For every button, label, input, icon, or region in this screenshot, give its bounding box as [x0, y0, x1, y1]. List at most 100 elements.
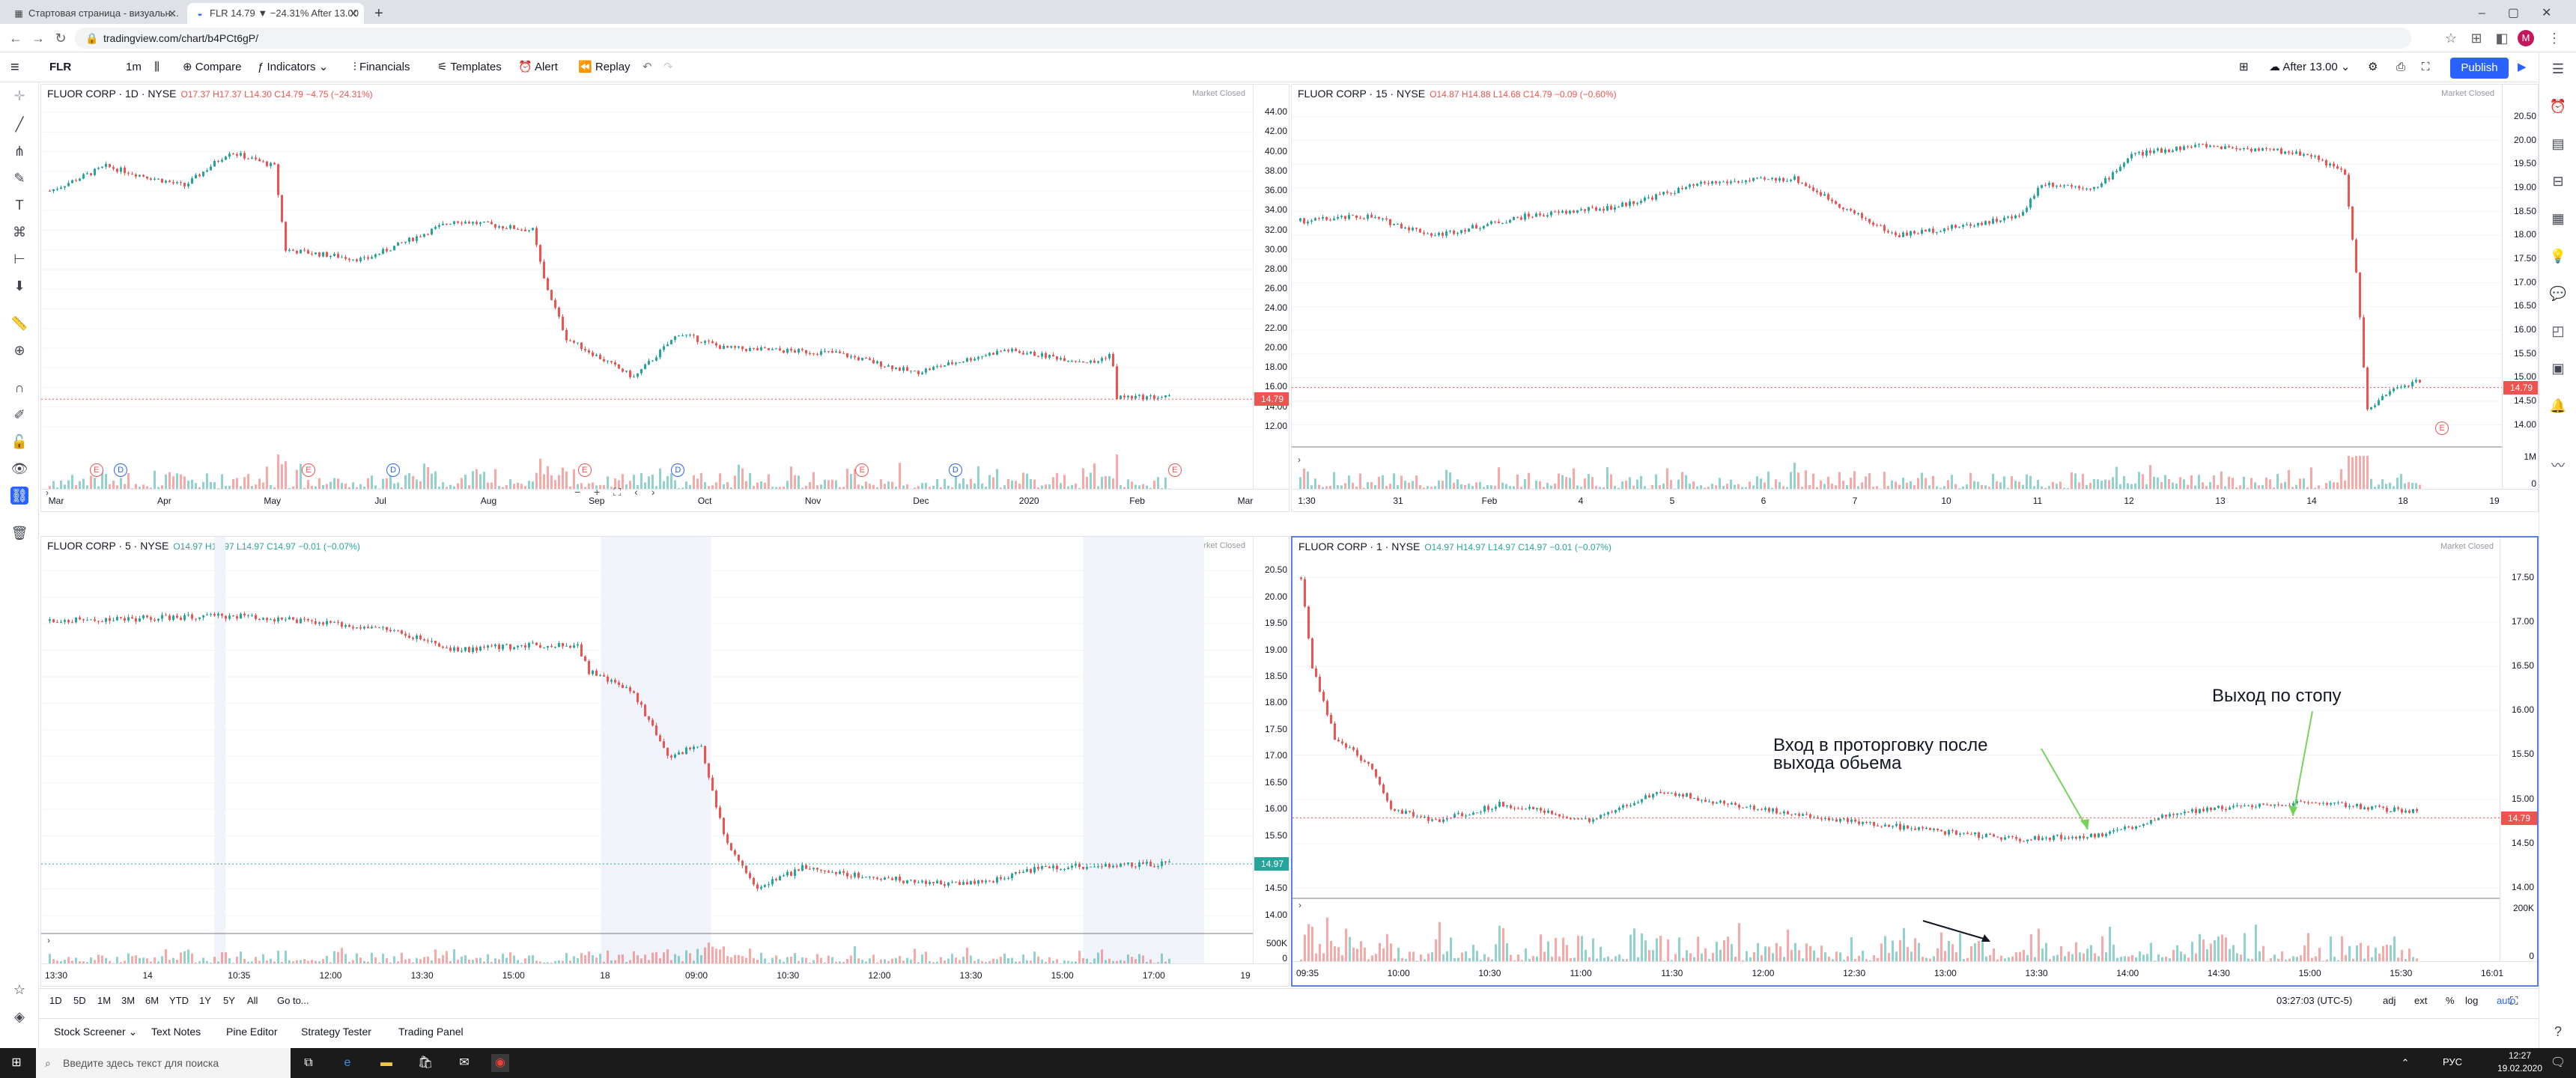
brush-icon[interactable]: ✎	[13, 171, 25, 186]
tray-icons[interactable]: ⌃	[2401, 1057, 2410, 1068]
time-axis[interactable]: Mar Apr May Jul Aug Sep Oct Nov Dec 2020 Feb Mar	[41, 489, 1289, 511]
tab-strategy-tester[interactable]: Strategy Tester	[301, 1026, 371, 1038]
scale-option[interactable]: ext	[2414, 995, 2428, 1006]
back-icon[interactable]: ←	[9, 31, 22, 46]
chart-pane-5m[interactable]: FLUOR CORP · 5 · NYSE O14.97 H14.97 L14.9…	[40, 536, 1289, 987]
dividend-marker[interactable]: D	[671, 463, 685, 477]
alarm-clock-icon[interactable]: ⏰	[2549, 99, 2567, 114]
indicators-button[interactable]: ƒ Indicators ⌄	[258, 58, 328, 76]
dividend-marker[interactable]: D	[948, 463, 962, 477]
price-axis[interactable]: 44.00 42.00 40.00 38.00 36.00 34.00 32.00 30.00…	[1253, 85, 1289, 489]
forward-icon[interactable]: →	[31, 31, 45, 46]
lock-icon[interactable]: 🔓	[10, 434, 28, 449]
watchlist-icon[interactable]: ☰	[2551, 61, 2565, 76]
undo-icon[interactable]: ↶	[643, 61, 652, 73]
range-button[interactable]: 1M	[97, 995, 112, 1006]
range-button[interactable]: YTD	[169, 995, 189, 1006]
range-button[interactable]: 1Y	[199, 995, 211, 1006]
range-button[interactable]: 6M	[145, 995, 160, 1006]
chrome-icon[interactable]: ◉	[491, 1054, 509, 1072]
session-button[interactable]: ☁ After 13.00 ⌄	[2269, 58, 2350, 76]
close-icon[interactable]: ✕	[349, 7, 358, 19]
alert-button[interactable]: ⏰ Alert	[518, 58, 558, 76]
chart-pane-1m[interactable]: FLUOR CORP · 1 · NYSE O14.97 H14.97 L14.9…	[1291, 536, 2539, 987]
language-indicator[interactable]: РУС	[2443, 1056, 2463, 1068]
scale-option[interactable]: auto	[2497, 995, 2516, 1006]
range-button[interactable]: 3M	[121, 995, 136, 1006]
taskbar-search[interactable]: ⌕ Введите здесь текст для поиска	[36, 1048, 291, 1078]
hamburger-icon[interactable]: ≡	[10, 59, 19, 76]
calendar-icon[interactable]: ▦	[2551, 211, 2565, 226]
earnings-marker[interactable]: E	[577, 463, 592, 477]
data-window-icon[interactable]: ▤	[2551, 136, 2565, 151]
extension-icon[interactable]: ◧	[2495, 31, 2509, 46]
tab-text-notes[interactable]: Text Notes	[151, 1026, 201, 1038]
bell-icon[interactable]: 🔔	[2549, 398, 2567, 413]
edge-icon[interactable]: e	[344, 1056, 351, 1069]
close-icon[interactable]: ✕	[168, 7, 177, 19]
earnings-marker[interactable]: E	[2435, 421, 2449, 435]
compare-button[interactable]: ⊕ Compare	[183, 58, 241, 76]
extension-icon[interactable]: ⊞	[2470, 31, 2482, 46]
dividend-marker[interactable]: D	[386, 463, 401, 477]
chart-pane-15m[interactable]: FLUOR CORP · 15 · NYSE O14.87 H14.88 L14.…	[1291, 84, 2539, 512]
candle-type-icon[interactable]: ⫼	[154, 61, 160, 73]
collapse-icon[interactable]: ›	[47, 935, 50, 945]
hotlist-icon[interactable]: ⊟	[2552, 174, 2564, 189]
gear-icon[interactable]: ⚙	[2368, 61, 2378, 73]
clock[interactable]: 03:27:03 (UTC-5)	[2276, 995, 2353, 1006]
folder-icon[interactable]: ▬	[380, 1056, 392, 1069]
fullscreen-icon[interactable]: ⛶	[2510, 995, 2518, 1008]
price-axis[interactable]: 20.50 20.00 19.50 19.00 18.50 18.00 17.50 17.00…	[2502, 85, 2538, 489]
task-view-icon[interactable]: ⧉	[304, 1056, 313, 1069]
pencil-lock-icon[interactable]: ✐	[13, 407, 25, 422]
goto-button[interactable]: Go to...	[277, 995, 309, 1006]
store-icon[interactable]: 🛍	[417, 1056, 434, 1069]
taskbar-time[interactable]: 12:27	[2508, 1050, 2532, 1061]
tab-stock-screener[interactable]: Stock Screener ⌄	[46, 1022, 145, 1041]
price-axis[interactable]: 20.50 20.00 19.50 19.00 18.50 18.00 17.50 17.00…	[1253, 537, 1289, 963]
idea-icon[interactable]: 💡	[2549, 249, 2567, 264]
link-icon[interactable]: ⛓	[10, 487, 28, 505]
play-icon[interactable]: ▶	[2518, 61, 2527, 73]
range-button[interactable]: 1D	[49, 995, 62, 1006]
url-field[interactable]: 🔒 tradingview.com/chart/b4PCt6gP/	[75, 28, 2411, 49]
replay-button[interactable]: ⏪ Replay	[578, 58, 631, 76]
collapse-icon[interactable]: ›	[46, 487, 49, 498]
financials-button[interactable]: ⫶ Financials	[353, 58, 410, 76]
text-icon[interactable]: T	[15, 198, 24, 213]
time-axis[interactable]: 09:35 10:00 10:30 11:00 11:30 12:00 12:30 13:00…	[1292, 961, 2537, 985]
chart-line-icon[interactable]: 〰	[2551, 458, 2565, 473]
templates-button[interactable]: ⚟ Templates	[437, 58, 502, 76]
layers-icon[interactable]: ◈	[14, 1009, 25, 1024]
scale-option[interactable]: %	[2446, 995, 2455, 1006]
eye-icon[interactable]: 👁	[10, 461, 28, 476]
scale-option[interactable]: log	[2465, 995, 2479, 1006]
range-button[interactable]: All	[247, 995, 258, 1006]
crosshair-icon[interactable]: ✛	[13, 88, 25, 103]
range-button[interactable]: 5D	[73, 995, 86, 1006]
fullscreen-icon[interactable]: ⛶	[2422, 61, 2430, 73]
collapse-icon[interactable]: ›	[1298, 900, 1301, 910]
earnings-marker[interactable]: E	[1167, 463, 1182, 477]
star-icon[interactable]: ☆	[13, 982, 26, 997]
interval-button[interactable]: 1m	[126, 61, 142, 73]
calendar-icon[interactable]: ▣	[2551, 361, 2565, 376]
avatar[interactable]: M	[2518, 30, 2534, 46]
entry-annotation[interactable]: Вход в проторговку после выхода обьема	[1773, 735, 1988, 773]
zoom-icon[interactable]: ⊕	[13, 343, 25, 358]
trash-icon[interactable]: 🗑	[10, 526, 28, 540]
camera-icon[interactable]: ⎙	[2396, 61, 2406, 73]
tab-trading-panel[interactable]: Trading Panel	[398, 1026, 464, 1038]
browser-tab-chart[interactable]: ◒ FLR 14.79 ▼ −24.31% After 13.00 ✕	[187, 3, 364, 24]
pattern-icon[interactable]: ⌘	[13, 225, 26, 240]
streams-icon[interactable]: ◰	[2551, 323, 2565, 338]
tab-pine-editor[interactable]: Pine Editor	[226, 1026, 278, 1038]
redo-icon[interactable]: ↷	[663, 61, 673, 73]
layout-icon[interactable]: ⊞	[2239, 61, 2249, 73]
scale-option[interactable]: adj	[2383, 995, 2396, 1006]
windows-start-icon[interactable]: ⊞	[11, 1056, 22, 1069]
dividend-marker[interactable]: D	[114, 463, 128, 477]
exit-annotation[interactable]: Выход по стопу	[2212, 686, 2342, 706]
mail-icon[interactable]: ✉	[459, 1056, 470, 1069]
